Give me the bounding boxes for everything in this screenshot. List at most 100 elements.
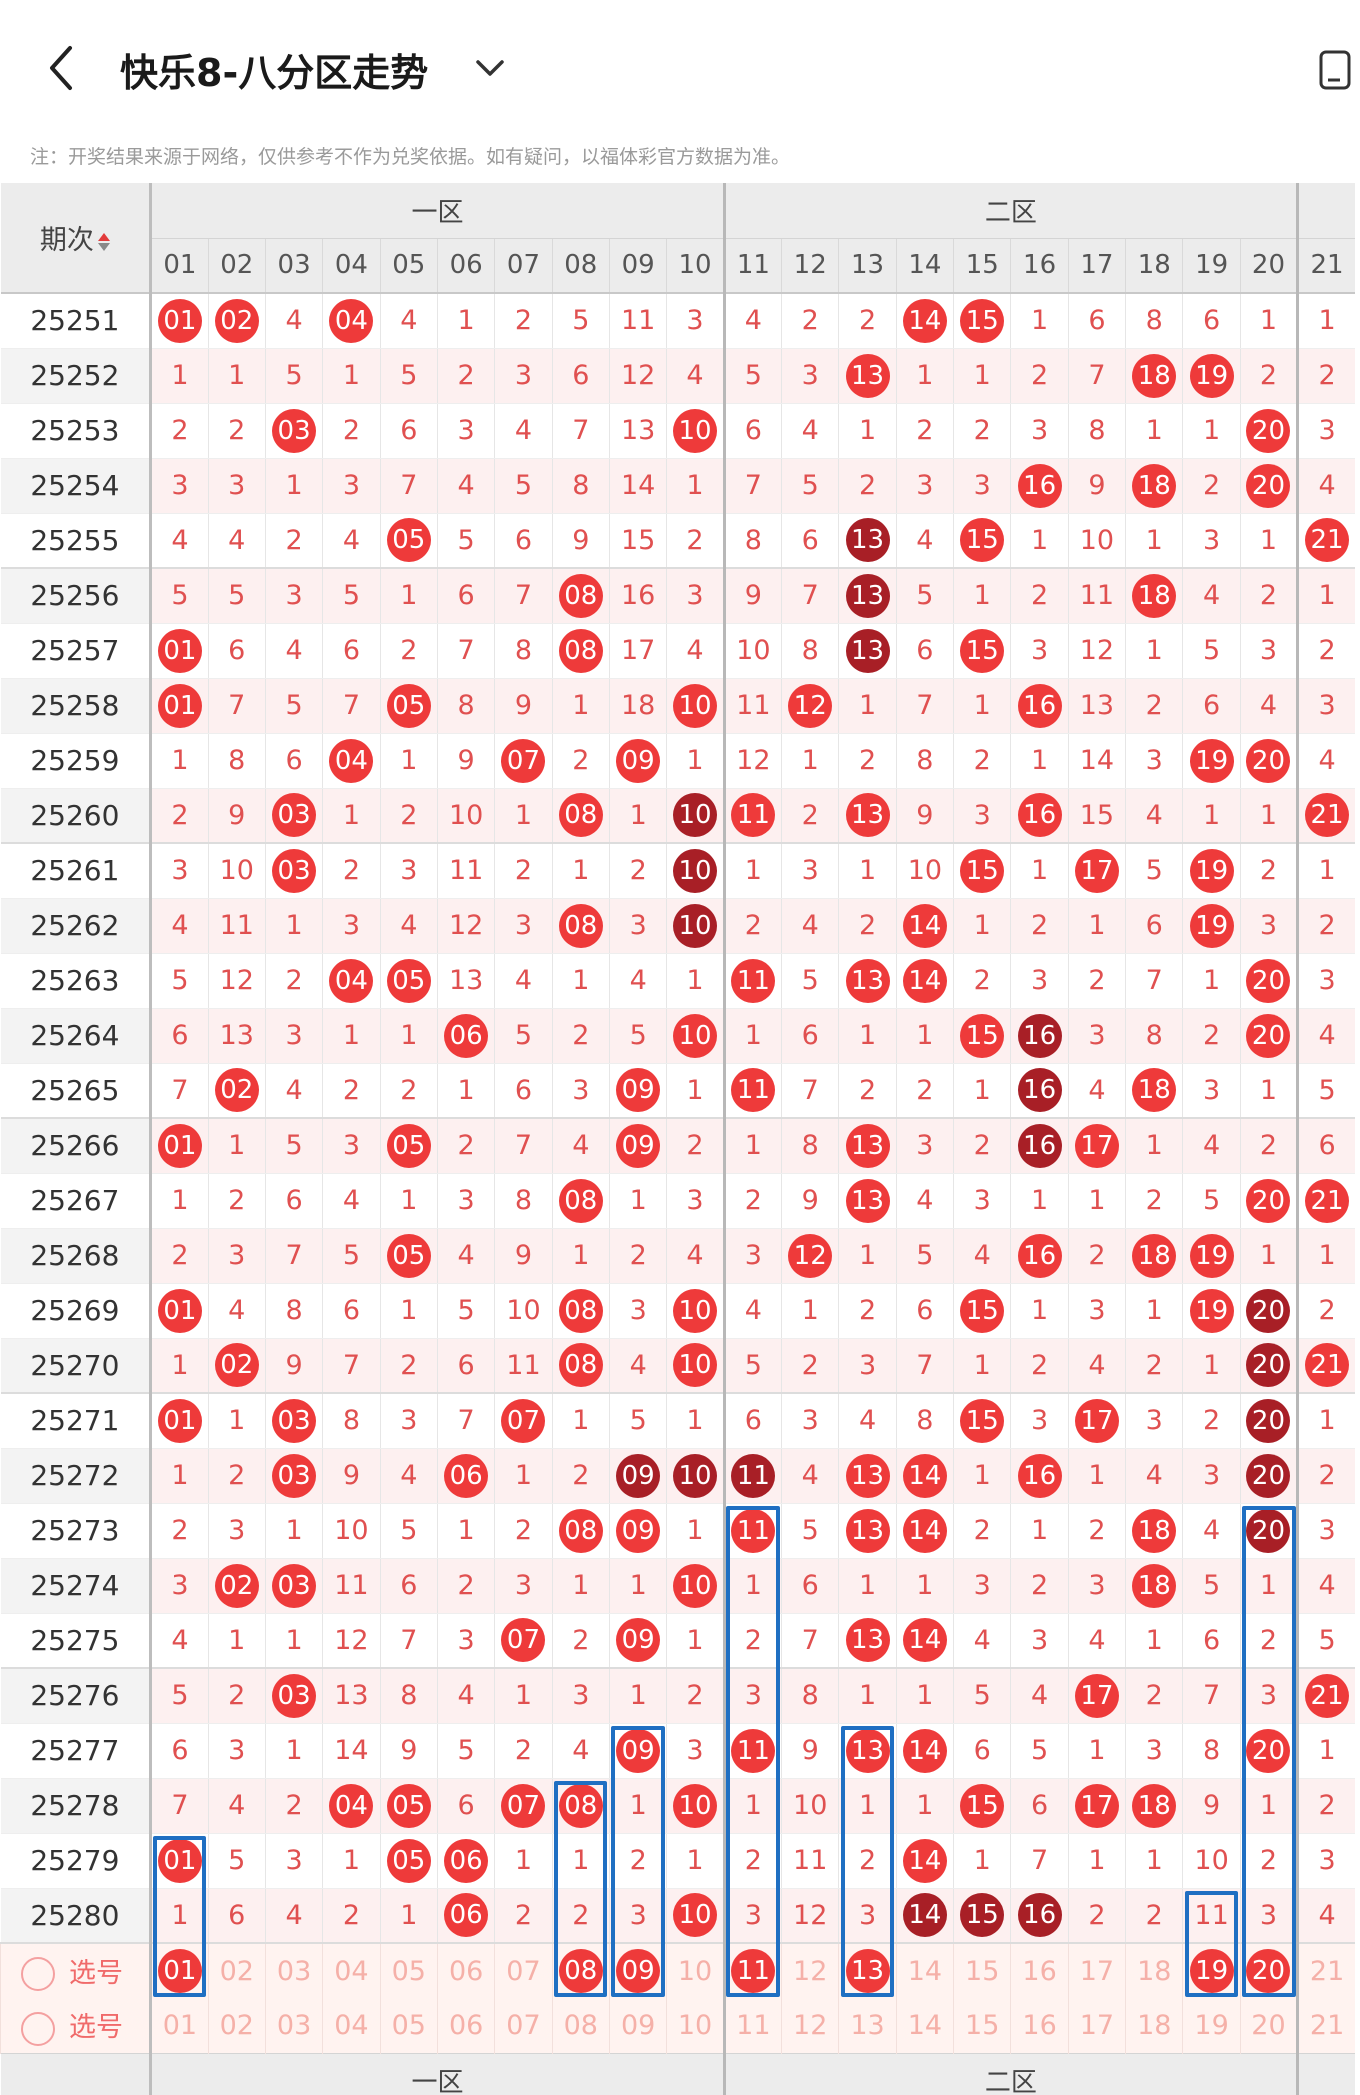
device-button[interactable] bbox=[1318, 48, 1360, 92]
title-dropdown[interactable] bbox=[470, 52, 510, 86]
pick-number-cell[interactable]: 06 bbox=[436, 1998, 495, 2053]
miss-count-cell: 4 bbox=[608, 1338, 667, 1394]
pick-number-cell[interactable]: 08 bbox=[551, 1943, 610, 1998]
pick-number-cell[interactable]: 15 bbox=[953, 1998, 1011, 2053]
pick-number-cell[interactable]: 05 bbox=[379, 1998, 438, 2053]
pick-number-cell[interactable]: 11 bbox=[722, 1998, 782, 2053]
pick-number-cell[interactable]: 14 bbox=[895, 1943, 954, 1998]
pick-number-cell[interactable]: 18 bbox=[1125, 1998, 1183, 2053]
drawn-number-cell: 13 bbox=[838, 953, 897, 1009]
miss-count-cell: 2 bbox=[322, 1063, 381, 1119]
miss-count-cell: 5 bbox=[379, 1503, 438, 1559]
number-ball: 05 bbox=[386, 518, 431, 563]
pick-number-cell[interactable]: 03 bbox=[264, 1998, 323, 2053]
pick-number-cell[interactable]: 11 bbox=[722, 1943, 782, 1998]
pick-label-cell[interactable]: 选号 bbox=[0, 1998, 153, 2053]
pick-number-cell[interactable]: 02 bbox=[207, 1943, 266, 1998]
pick-number-cell[interactable]: 19 bbox=[1182, 1998, 1241, 2053]
drawn-number-cell: 03 bbox=[264, 1668, 323, 1724]
pick-number-cell[interactable]: 14 bbox=[895, 1998, 954, 2053]
miss-count-cell: 8 bbox=[436, 678, 495, 734]
pick-number-cell[interactable]: 05 bbox=[379, 1943, 438, 1998]
pick-number-cell[interactable]: 01 bbox=[149, 1998, 209, 2053]
miss-count-cell: 1 bbox=[1067, 1833, 1126, 1889]
pick-number-cell[interactable]: 12 bbox=[781, 1998, 839, 2053]
pick-number-cell[interactable]: 01 bbox=[149, 1943, 209, 1998]
drawn-number-cell: 16 bbox=[1010, 458, 1069, 514]
pick-number-cell[interactable]: 21 bbox=[1296, 1943, 1355, 1998]
period-sort-header[interactable]: 期次 bbox=[0, 183, 153, 294]
miss-count-cell: 2 bbox=[608, 843, 667, 899]
pick-number-cell[interactable]: 12 bbox=[781, 1943, 839, 1998]
pick-number-cell[interactable]: 17 bbox=[1067, 1998, 1126, 2053]
miss-count-cell: 1 bbox=[436, 1503, 495, 1559]
pick-number-cell[interactable]: 04 bbox=[322, 1998, 381, 2053]
number-ball: 04 bbox=[329, 738, 374, 783]
pick-number-cell[interactable]: 16 bbox=[1010, 1998, 1069, 2053]
pick-number-cell[interactable]: 09 bbox=[608, 1943, 667, 1998]
number-ball: 14 bbox=[902, 903, 947, 948]
drawn-number-cell: 20 bbox=[1239, 458, 1298, 514]
pick-number-cell[interactable]: 13 bbox=[838, 1943, 897, 1998]
pick-number-cell[interactable]: 09 bbox=[608, 1998, 667, 2053]
pick-number-cell[interactable]: 21 bbox=[1296, 1998, 1355, 2053]
miss-count-cell: 11 bbox=[1067, 568, 1126, 624]
table-row: 25253 2 2 03 2 6 3 4 7 13 10 6 4 1 2 2 3 8 1 1 20 3 bbox=[0, 403, 1355, 459]
miss-count-cell: 3 bbox=[838, 1888, 897, 1944]
back-button[interactable] bbox=[40, 40, 84, 96]
chevron-left-icon bbox=[50, 46, 72, 90]
pick-number-cell[interactable]: 02 bbox=[207, 1998, 266, 2053]
number-ball: 18 bbox=[1132, 1068, 1177, 1113]
miss-count-cell: 4 bbox=[1067, 1338, 1126, 1394]
drawn-number-cell: 14 bbox=[895, 1888, 954, 1944]
pick-number-cell[interactable]: 08 bbox=[551, 1998, 610, 2053]
pick-number-cell[interactable]: 06 bbox=[436, 1943, 495, 1998]
miss-count-cell: 2 bbox=[838, 293, 897, 349]
drawn-number-cell: 10 bbox=[666, 843, 725, 899]
miss-count-cell: 2 bbox=[1067, 1503, 1126, 1559]
pick-label-cell[interactable]: 选号 bbox=[0, 1943, 153, 1998]
drawn-number-cell: 16 bbox=[1010, 1448, 1069, 1504]
pick-number-cell[interactable]: 16 bbox=[1010, 1943, 1069, 1998]
miss-count-cell: 6 bbox=[1067, 293, 1126, 349]
pick-number-cell[interactable]: 03 bbox=[264, 1943, 323, 1998]
pick-number-cell[interactable]: 18 bbox=[1125, 1943, 1183, 1998]
pick-number-cell[interactable]: 04 bbox=[322, 1943, 381, 1998]
pick-number-cell[interactable]: 10 bbox=[666, 1943, 725, 1998]
miss-count-cell: 2 bbox=[838, 1063, 897, 1119]
page-title[interactable]: 快乐8-八分区走势 bbox=[120, 51, 429, 95]
miss-count-cell: 7 bbox=[322, 678, 381, 734]
pick-number-cell[interactable]: 13 bbox=[838, 1998, 897, 2053]
miss-count-cell: 2 bbox=[379, 1063, 438, 1119]
period-cell: 25259 bbox=[0, 733, 153, 789]
drawn-number-cell: 20 bbox=[1239, 1448, 1298, 1504]
miss-count-cell: 6 bbox=[436, 1778, 495, 1834]
radio-icon[interactable] bbox=[21, 1957, 55, 1992]
number-ball: 13 bbox=[845, 1949, 890, 1993]
pick-row: 选号 01 02 03 04 05 06 07 08 09 10 11 12 13 14 15 16 17 18 19… bbox=[0, 1998, 1355, 2053]
miss-count-cell: 8 bbox=[781, 1118, 839, 1174]
miss-count-cell: 9 bbox=[207, 788, 266, 844]
miss-count-cell: 13 bbox=[322, 1668, 381, 1724]
miss-count-cell: 1 bbox=[953, 1338, 1011, 1394]
pick-number-cell[interactable]: 07 bbox=[494, 1998, 553, 2053]
period-cell: 25260 bbox=[0, 788, 153, 844]
trend-table-container[interactable]: 期次 一区 二区 01 02 03 04 05 06 07 08 09 10 11 12 13 14 15 1… bbox=[0, 183, 1360, 2095]
number-ball: 20 bbox=[1246, 1343, 1291, 1388]
pick-number-cell[interactable]: 15 bbox=[953, 1943, 1011, 1998]
miss-count-cell: 1 bbox=[551, 1833, 610, 1889]
pick-number-cell[interactable]: 07 bbox=[494, 1943, 553, 1998]
miss-count-cell: 1 bbox=[608, 788, 667, 844]
miss-count-cell: 6 bbox=[1296, 1118, 1355, 1174]
number-ball: 18 bbox=[1132, 1783, 1177, 1828]
radio-icon[interactable] bbox=[21, 2011, 55, 2046]
pick-number-cell[interactable]: 20 bbox=[1239, 1998, 1298, 2053]
miss-count-cell: 5 bbox=[436, 1723, 495, 1779]
pick-number-cell[interactable]: 19 bbox=[1182, 1943, 1241, 1998]
miss-count-cell: 5 bbox=[722, 1338, 782, 1394]
miss-count-cell: 3 bbox=[1010, 403, 1069, 459]
pick-number-cell[interactable]: 17 bbox=[1067, 1943, 1126, 1998]
pick-number-cell[interactable]: 10 bbox=[666, 1998, 725, 2053]
drawn-number-cell: 13 bbox=[838, 1613, 897, 1669]
pick-number-cell[interactable]: 20 bbox=[1239, 1943, 1298, 1998]
